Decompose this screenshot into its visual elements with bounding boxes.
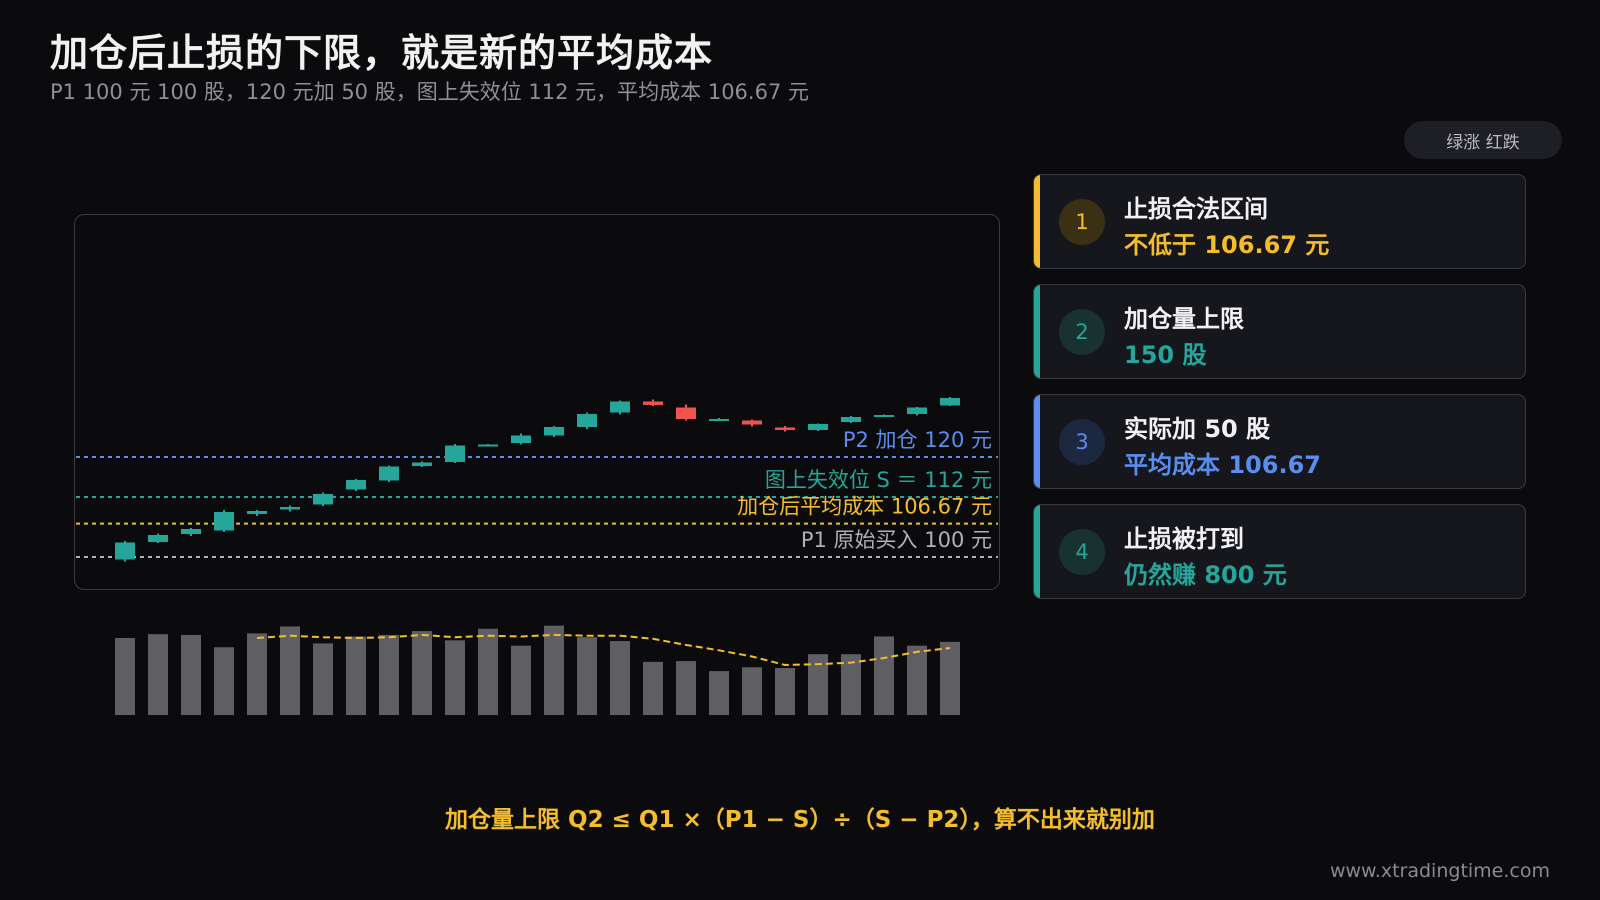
candle-body <box>676 407 696 419</box>
chart-frame <box>74 214 1000 590</box>
candle-body <box>379 466 399 481</box>
candle-body <box>544 427 564 436</box>
volume-bar <box>742 667 762 715</box>
step-value: 平均成本 106.67 <box>1124 451 1321 479</box>
volume-bar <box>544 625 564 715</box>
volume-bar <box>181 634 201 715</box>
volume-ma-line <box>256 633 951 666</box>
step-title: 实际加 50 股 <box>1124 415 1271 443</box>
step-value: 仍然赚 800 元 <box>1124 561 1287 589</box>
level-label-p1: P1 原始买入 100 元 <box>801 528 992 552</box>
candle-body <box>346 480 366 490</box>
page-subtitle: P1 100 元 100 股，120 元加 50 股，图上失效位 112 元，平… <box>50 80 809 104</box>
step-number: 3 <box>1059 419 1105 465</box>
step-number: 1 <box>1059 199 1105 245</box>
step-value: 150 股 <box>1124 341 1207 369</box>
step-card-2: 2 加仓量上限 150 股 <box>1033 284 1526 379</box>
candle-body <box>313 494 333 505</box>
candle-body <box>610 401 630 413</box>
step-number: 4 <box>1059 529 1105 575</box>
step-card-1: 1 止损合法区间 不低于 106.67 元 <box>1033 174 1526 269</box>
level-label-s: 图上失效位 S ＝ 112 元 <box>765 468 992 492</box>
candle-body <box>940 398 960 406</box>
volume-bar <box>940 641 960 715</box>
formula-text: 加仓量上限 Q2 ≤ Q1 ×（P1 − S）÷（S − P2），算不出来就别加 <box>445 807 1155 833</box>
candle-body <box>775 427 795 430</box>
step-accent-bar <box>1034 175 1040 268</box>
volume-bar <box>346 636 366 715</box>
level-label-p2: P2 加仓 120 元 <box>843 428 992 452</box>
candle-body <box>181 529 201 534</box>
volume-bar <box>511 645 531 715</box>
volume-bar <box>247 633 267 715</box>
step-accent-bar <box>1034 285 1040 378</box>
volume-bar <box>874 636 894 715</box>
page-title: 加仓后止损的下限，就是新的平均成本 <box>50 31 714 75</box>
step-title: 止损被打到 <box>1124 525 1244 553</box>
candle-body <box>280 507 300 510</box>
volume-bar <box>907 645 927 715</box>
step-accent-bar <box>1034 505 1040 598</box>
volume-bar <box>214 647 234 715</box>
candle-body <box>841 417 861 422</box>
volume-bar <box>280 626 300 715</box>
candle-body <box>511 435 531 443</box>
candle-body <box>412 462 432 466</box>
step-value: 不低于 106.67 元 <box>1124 231 1330 259</box>
step-card-4: 4 止损被打到 仍然赚 800 元 <box>1033 504 1526 599</box>
candle-body <box>577 414 597 427</box>
volume-bar <box>775 668 795 715</box>
candle-body <box>148 535 168 542</box>
candle-body <box>907 407 927 414</box>
candle-body <box>478 444 498 447</box>
candle-body <box>445 445 465 462</box>
step-title: 加仓量上限 <box>1124 305 1244 333</box>
volume-bar <box>412 631 432 715</box>
volume-bar <box>445 640 465 715</box>
step-accent-bar <box>1034 395 1040 488</box>
candle-body <box>115 542 135 560</box>
footer-url: www.xtradingtime.com <box>1329 860 1550 882</box>
candle-body <box>214 512 234 531</box>
step-card-3: 3 实际加 50 股 平均成本 106.67 <box>1033 394 1526 489</box>
step-title: 止损合法区间 <box>1124 195 1268 223</box>
volume-bar <box>577 637 597 715</box>
volume-bar <box>610 641 630 715</box>
step-number: 2 <box>1059 309 1105 355</box>
volume-bar <box>148 634 168 715</box>
volume-bar <box>115 638 135 715</box>
volume-bar <box>841 654 861 715</box>
candle-body <box>808 424 828 430</box>
step-cards: 1 止损合法区间 不低于 106.67 元 2 加仓量上限 150 股 3 实际… <box>1033 174 1526 614</box>
volume-bar <box>313 643 333 715</box>
volume-bar <box>709 671 729 715</box>
candle-body <box>247 511 267 514</box>
volume-bar <box>379 634 399 715</box>
candle-body <box>874 415 894 417</box>
candle-body <box>643 401 663 405</box>
volume-bar <box>643 661 663 715</box>
level-label-avg: 加仓后平均成本 106.67 元 <box>737 495 992 519</box>
legend-badge: 绿涨 红跌 <box>1404 121 1562 159</box>
candle-body <box>742 420 762 425</box>
volume-bar <box>676 661 696 715</box>
candle-body <box>709 419 729 421</box>
volume-bar <box>808 654 828 715</box>
volume-bar <box>478 628 498 715</box>
